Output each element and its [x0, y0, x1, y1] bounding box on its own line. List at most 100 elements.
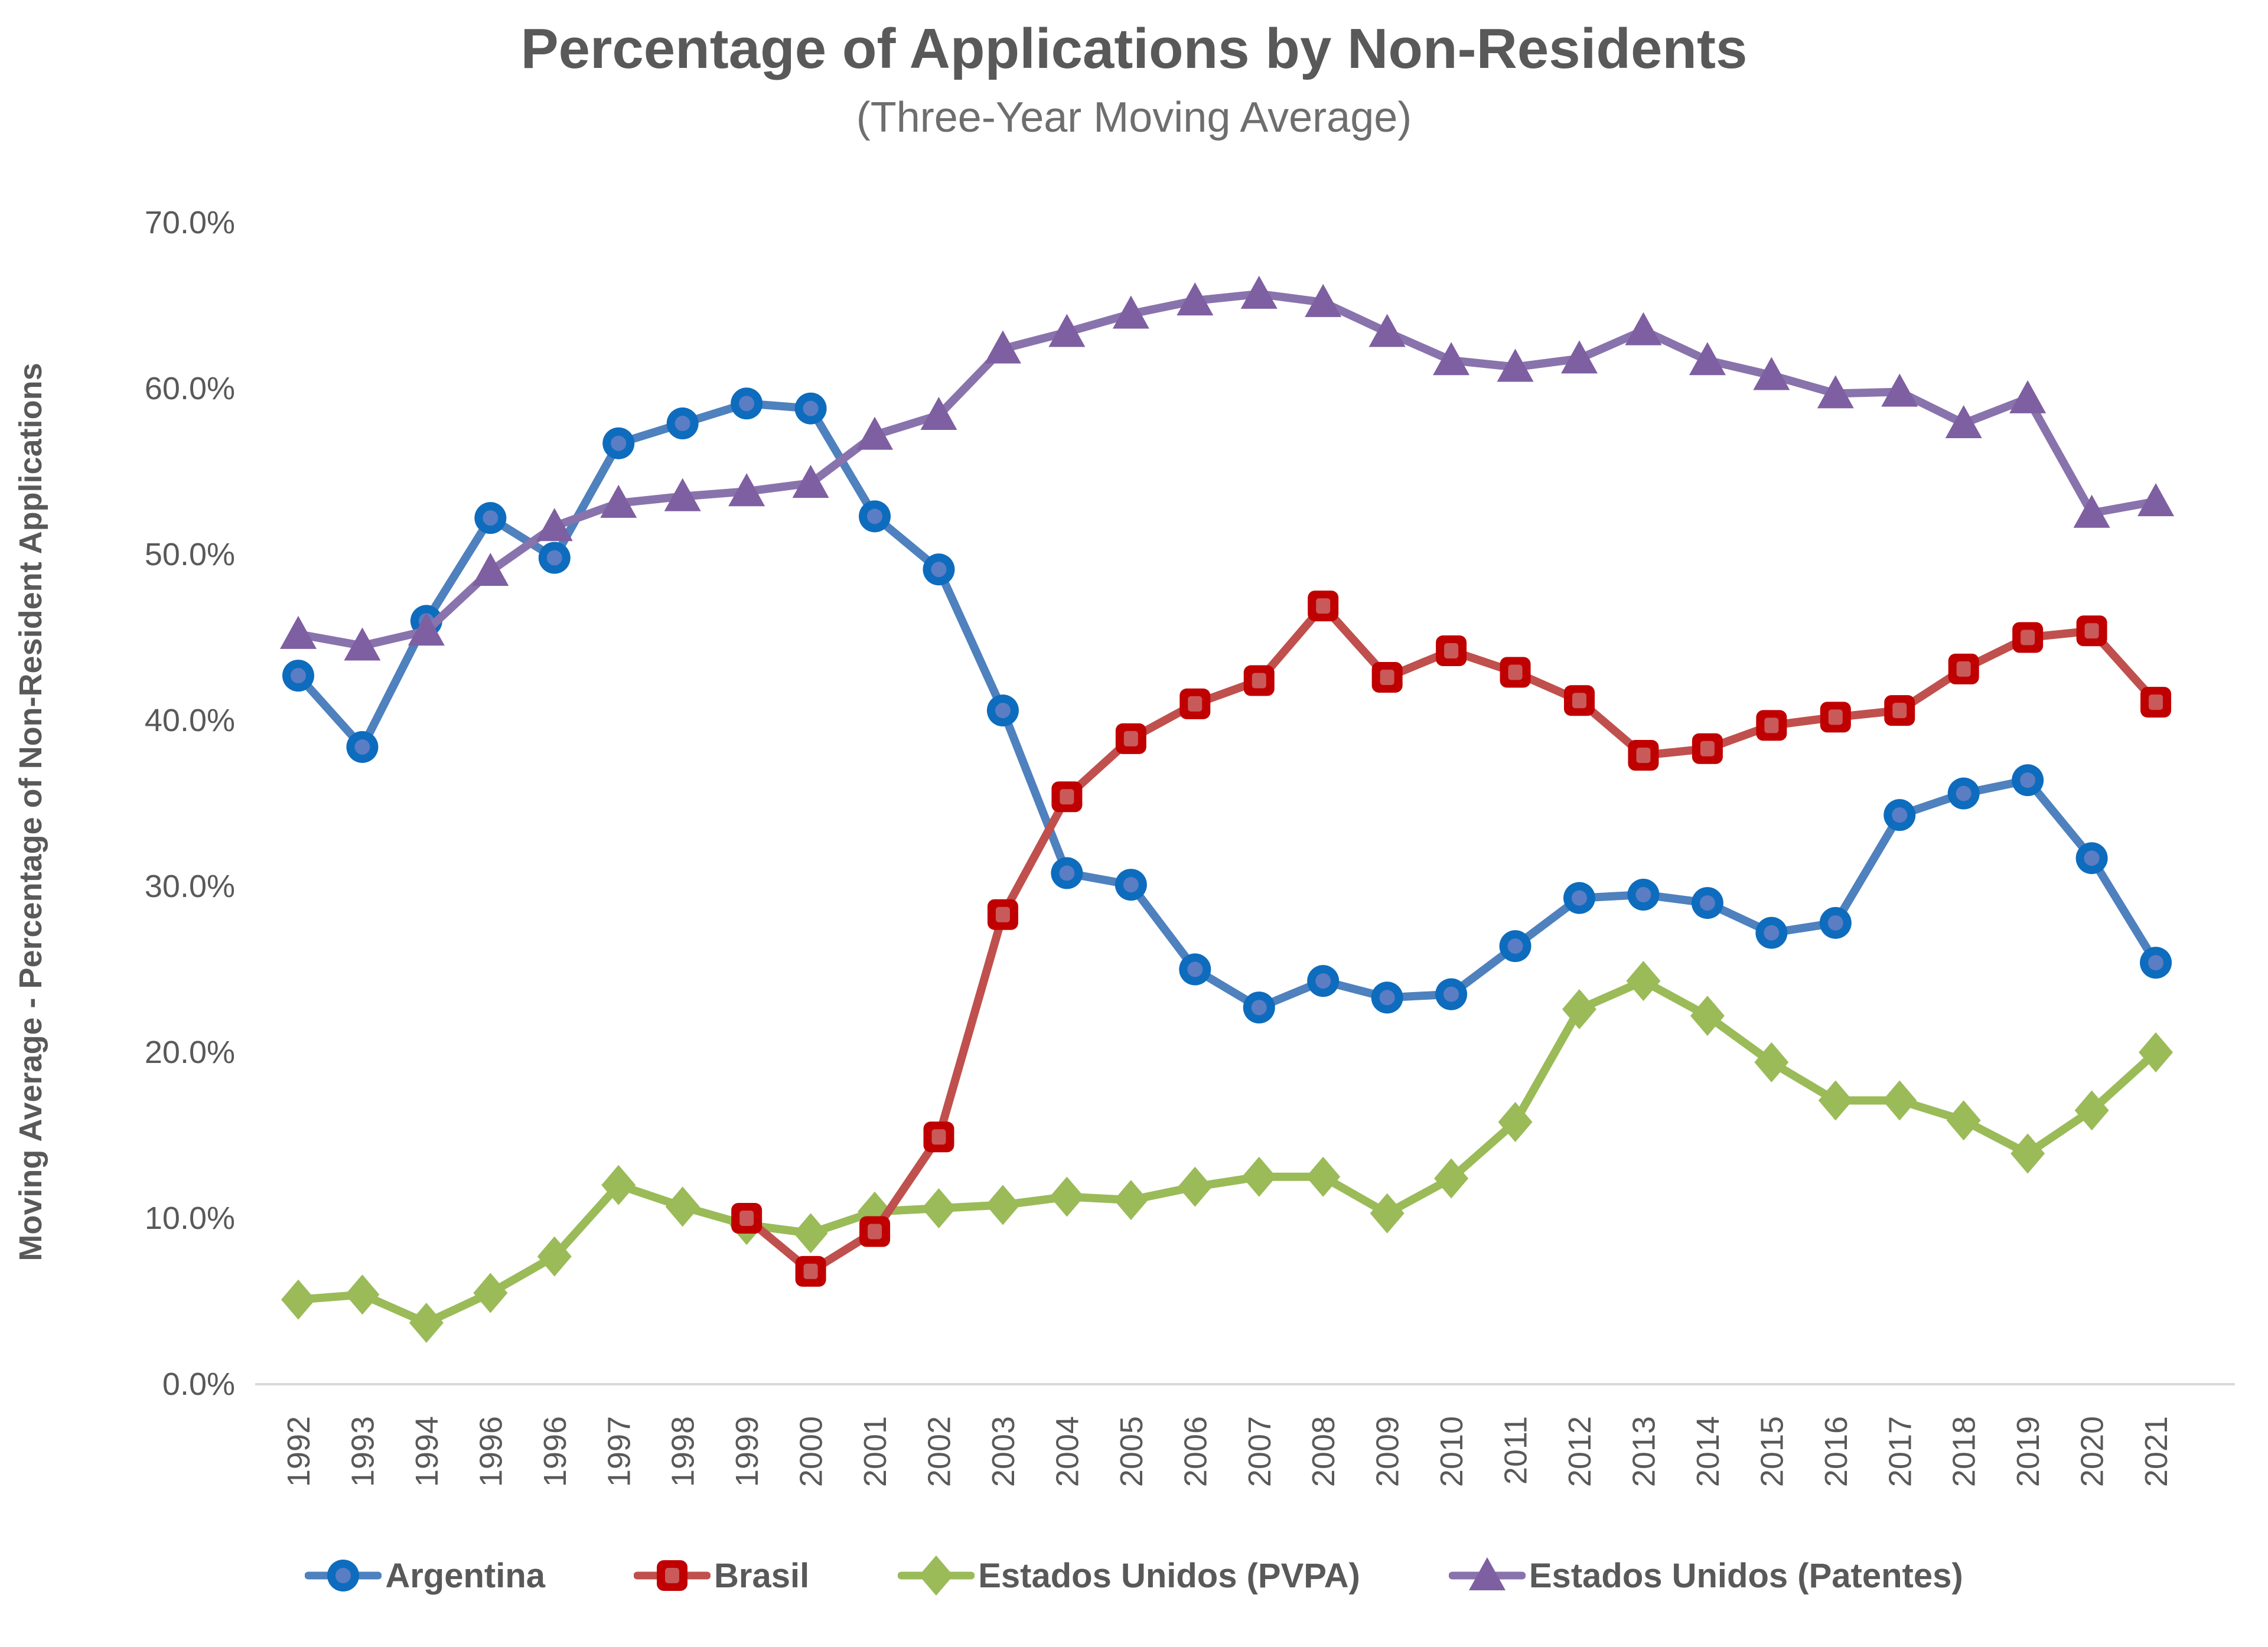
triangle-marker-icon — [2009, 380, 2047, 413]
diamond-marker-icon — [2139, 1032, 2174, 1072]
triangle-marker-icon — [1240, 275, 1278, 309]
circle-marker-icon — [1379, 990, 1395, 1006]
x-tick-label: 1998 — [666, 1416, 701, 1487]
diamond-marker-icon — [601, 1165, 636, 1205]
diamond-marker-icon — [1241, 1156, 1276, 1197]
square-marker-icon — [1764, 717, 1779, 733]
x-tick-label: 1994 — [409, 1416, 445, 1487]
x-tick-label: 2013 — [1626, 1416, 1661, 1487]
series-line — [294, 977, 2161, 1327]
circle-marker-icon — [2020, 772, 2036, 788]
circle-marker-icon — [1443, 986, 1459, 1002]
triangle-marker-icon — [1112, 295, 1149, 329]
y-tick-label: 30.0% — [145, 869, 235, 904]
chart-subtitle: (Three-Year Moving Average) — [856, 94, 1412, 141]
y-tick-label: 40.0% — [145, 703, 235, 738]
diamond-marker-icon — [793, 1213, 828, 1254]
diamond-marker-icon — [1562, 989, 1596, 1029]
triangle-marker-icon — [2137, 483, 2175, 517]
diamond-marker-icon — [281, 1279, 315, 1320]
square-marker-icon — [1123, 730, 1138, 746]
diamond-marker-icon — [1434, 1158, 1469, 1199]
triangle-marker-icon — [2073, 494, 2110, 528]
circle-marker-icon — [1635, 887, 1651, 903]
legend-marker-brasil — [634, 1560, 711, 1591]
square-marker-icon — [665, 1568, 679, 1583]
x-tick-label: 2011 — [1498, 1416, 1534, 1485]
circle-marker-icon — [1187, 961, 1203, 977]
series-estados-unidos-pvpa- — [281, 961, 2174, 1343]
x-tick-label: 2008 — [1306, 1416, 1341, 1487]
series-line — [294, 399, 2161, 1012]
circle-marker-icon — [803, 400, 819, 416]
triangle-marker-icon — [1433, 342, 1470, 376]
triangle-marker-icon — [984, 330, 1021, 364]
legend-item-estados-unidos-pvpa: Estados Unidos (PVPA) — [898, 1552, 1360, 1599]
square-marker-icon — [868, 1224, 882, 1240]
x-tick-label: 1996 — [537, 1416, 573, 1487]
circle-marker-icon — [1764, 925, 1780, 941]
square-marker-icon — [2021, 630, 2035, 645]
square-marker-icon — [2149, 694, 2163, 710]
x-tick-label: 2014 — [1690, 1416, 1726, 1487]
circle-marker-icon — [483, 510, 498, 526]
x-tick-label: 2000 — [794, 1416, 829, 1487]
triangle-marker-icon — [280, 615, 317, 649]
circle-marker-icon — [335, 1568, 351, 1583]
triangle-marker-icon — [1368, 314, 1406, 347]
triangle-marker-icon — [344, 627, 381, 661]
circle-marker-icon — [291, 668, 306, 684]
triangle-marker-icon — [1817, 375, 1854, 409]
x-tick-label: 2020 — [2075, 1416, 2110, 1487]
diamond-marker-icon — [1306, 1156, 1341, 1197]
legend-label-brasil: Brasil — [714, 1556, 810, 1595]
diamond-marker-icon — [1754, 1042, 1789, 1082]
square-marker-icon — [1252, 673, 1266, 689]
y-tick-label: 70.0% — [145, 205, 235, 240]
circle-marker-icon — [1315, 973, 1331, 989]
y-tick-label: 50.0% — [145, 537, 235, 572]
triangle-marker-icon — [792, 465, 829, 498]
diamond-marker-icon — [1113, 1180, 1148, 1221]
triangle-marker-icon — [1753, 357, 1790, 390]
x-tick-label: 2005 — [1114, 1416, 1149, 1487]
square-marker-icon — [1316, 598, 1331, 614]
diamond-marker-icon — [921, 1188, 956, 1229]
diamond-marker-icon — [1690, 996, 1725, 1036]
diamond-marker-icon — [473, 1273, 508, 1313]
y-tick-label: 60.0% — [145, 371, 235, 406]
x-tick-label: 2010 — [1434, 1416, 1469, 1487]
diamond-marker-icon — [345, 1274, 380, 1315]
circle-marker-icon — [931, 562, 947, 578]
x-tick-label: 2007 — [1242, 1416, 1278, 1487]
circle-marker-icon — [1507, 938, 1523, 954]
x-tick-label: 2012 — [1562, 1416, 1598, 1487]
x-tick-label: 2004 — [1050, 1416, 1085, 1487]
legend-label-estados-unidos-patentes: Estados Unidos (Patentes) — [1529, 1556, 1963, 1595]
triangle-marker-icon — [1625, 312, 1662, 345]
square-marker-icon — [995, 906, 1010, 922]
square-marker-icon — [803, 1263, 818, 1279]
square-marker-icon — [2084, 623, 2099, 639]
circle-marker-icon — [1059, 865, 1075, 881]
circle-marker-icon — [611, 435, 627, 451]
x-tick-label: 2015 — [1754, 1416, 1790, 1487]
x-tick-label: 2016 — [1819, 1416, 1854, 1487]
triangle-marker-icon — [856, 416, 894, 450]
square-marker-icon — [1892, 703, 1907, 719]
circle-marker-icon — [1699, 895, 1715, 911]
triangle-marker-icon — [1561, 340, 1598, 374]
square-marker-icon — [931, 1129, 946, 1145]
triangle-marker-icon — [472, 553, 509, 586]
x-tick-label: 2001 — [858, 1416, 893, 1487]
x-tick-label: 2002 — [922, 1416, 957, 1487]
y-tick-label: 10.0% — [145, 1201, 235, 1236]
square-marker-icon — [1572, 693, 1586, 709]
series-estados-unidos-patentes- — [280, 275, 2175, 661]
legend-item-brasil: Brasil — [634, 1552, 809, 1599]
diamond-marker-icon — [1818, 1080, 1853, 1121]
x-tick-label: 2017 — [1882, 1416, 1918, 1487]
diamond-marker-icon — [1178, 1166, 1213, 1207]
triangle-marker-icon — [1689, 342, 1726, 376]
